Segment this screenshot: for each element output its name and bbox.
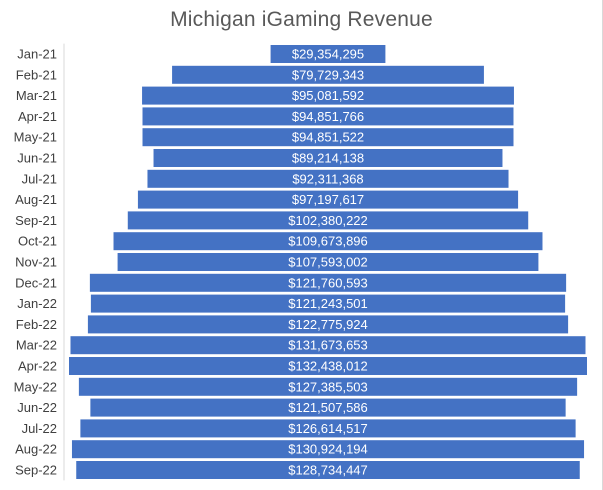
category-tick-label: Aug-21 <box>15 192 57 207</box>
bar-row: Jan-21 $29,354,295 <box>17 45 386 63</box>
chart-title: Michigan iGaming Revenue <box>170 8 433 31</box>
bar-value-label: $95,081,592 <box>292 88 364 103</box>
revenue-bar <box>117 253 539 271</box>
bar-row: Mar-21 $95,081,592 <box>16 86 514 105</box>
bar-value-label: $121,507,586 <box>288 400 368 415</box>
revenue-bar <box>127 211 529 230</box>
category-tick-label: Feb-22 <box>16 317 57 332</box>
bar-value-label: $94,851,766 <box>292 109 364 124</box>
bar-value-label: $126,614,517 <box>288 421 368 436</box>
category-tick-label: Jan-21 <box>17 47 57 62</box>
category-tick-label: May-21 <box>14 130 57 145</box>
revenue-bar <box>89 273 567 292</box>
bar-row: Aug-22 $130,924,194 <box>15 440 585 459</box>
category-tick-label: May-22 <box>14 379 57 394</box>
category-tick-label: Dec-21 <box>15 275 57 290</box>
bar-value-label: $128,734,447 <box>288 463 368 478</box>
category-tick-label: Sep-21 <box>15 213 57 228</box>
revenue-bar <box>76 461 580 479</box>
revenue-bar <box>78 377 578 396</box>
revenue-bar <box>70 336 586 355</box>
bar-value-label: $132,438,012 <box>288 359 368 374</box>
revenue-bar <box>90 398 566 417</box>
bar-value-label: $94,851,522 <box>292 130 364 145</box>
category-tick-label: Mar-22 <box>16 338 57 353</box>
category-tick-label: Apr-21 <box>18 109 57 124</box>
category-tick-label: Sep-22 <box>15 463 57 478</box>
bar-row: May-21 $94,851,522 <box>14 128 514 147</box>
revenue-bar <box>87 315 569 334</box>
revenue-bar <box>71 440 585 459</box>
bar-value-label: $92,311,368 <box>292 171 363 186</box>
category-tick-label: Jun-22 <box>17 400 57 415</box>
bar-row: Jul-21 $92,311,368 <box>22 169 509 188</box>
bar-value-label: $102,380,222 <box>288 213 368 228</box>
category-tick-label: Jul-22 <box>22 421 57 436</box>
revenue-bar <box>90 294 566 313</box>
category-tick-label: Jan-22 <box>17 296 57 311</box>
bar-value-label: $109,673,896 <box>288 234 368 249</box>
bar-row: Jul-22 $126,614,517 <box>22 419 576 438</box>
category-tick-label: Mar-21 <box>16 88 57 103</box>
revenue-bar <box>80 419 576 438</box>
bar-value-label: $79,729,343 <box>292 67 364 82</box>
bar-value-label: $107,593,002 <box>288 255 368 270</box>
bar-row: Apr-21 $94,851,766 <box>18 107 514 126</box>
bar-value-label: $97,197,617 <box>292 192 364 207</box>
bar-row: Dec-21 $121,760,593 <box>15 273 567 292</box>
bar-row: Feb-22 $122,775,924 <box>16 315 569 334</box>
revenue-bar <box>137 190 519 209</box>
bar-value-label: $131,673,653 <box>288 338 368 353</box>
revenue-bar <box>69 357 587 375</box>
revenue-bar <box>142 86 514 105</box>
category-tick-label: Nov-21 <box>15 255 57 270</box>
revenue-bar <box>147 169 509 188</box>
bar-row: Oct-21 $109,673,896 <box>18 232 543 251</box>
category-tick-label: Apr-22 <box>18 359 57 374</box>
bar-row: Sep-21 $102,380,222 <box>15 211 529 230</box>
bar-row: Jun-21 $89,214,138 <box>17 149 503 167</box>
bar-row: Apr-22 $132,438,012 <box>18 357 587 375</box>
revenue-bar <box>153 149 503 167</box>
bar-row: Aug-21 $97,197,617 <box>15 190 519 209</box>
category-tick-label: Feb-21 <box>16 67 57 82</box>
bar-value-label: $29,354,295 <box>292 47 364 62</box>
bar-row: May-22 $127,385,503 <box>14 377 578 396</box>
bar-row: Jun-22 $121,507,586 <box>17 398 566 417</box>
bar-row: Jan-22 $121,243,501 <box>17 294 566 313</box>
category-tick-label: Aug-22 <box>15 442 57 457</box>
revenue-bar <box>172 65 484 84</box>
bar-row: Feb-21 $79,729,343 <box>16 65 484 84</box>
bar-value-label: $122,775,924 <box>288 317 368 332</box>
bar-row: Nov-21 $107,593,002 <box>15 253 539 271</box>
bar-row: Mar-22 $131,673,653 <box>16 336 586 355</box>
bar-value-label: $121,243,501 <box>288 296 368 311</box>
category-tick-label: Jul-21 <box>22 171 57 186</box>
bar-value-label: $121,760,593 <box>288 275 368 290</box>
bar-value-label: $89,214,138 <box>292 151 364 166</box>
category-tick-label: Oct-21 <box>18 234 57 249</box>
bar-value-label: $130,924,194 <box>288 442 368 457</box>
revenue-bar <box>142 128 514 147</box>
revenue-bar <box>270 45 386 63</box>
category-tick-label: Jun-21 <box>17 151 57 166</box>
revenue-bar <box>142 107 514 126</box>
bar-row: Sep-22 $128,734,447 <box>15 461 580 479</box>
bar-value-label: $127,385,503 <box>288 379 368 394</box>
revenue-bar <box>113 232 543 251</box>
